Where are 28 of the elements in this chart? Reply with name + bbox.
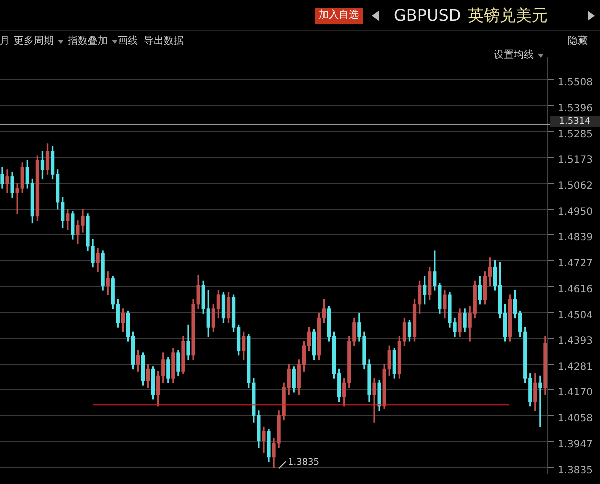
- y-tick-label: 1.4281: [558, 362, 593, 373]
- y-tick-label: 1.5396: [558, 104, 593, 115]
- y-tick-label: 1.4616: [558, 284, 593, 296]
- y-tick-label: 1.4058: [558, 414, 593, 425]
- y-tick-label: 1.5508: [558, 78, 593, 89]
- y-tick-label: 1.5062: [558, 180, 593, 192]
- text: 月: [0, 36, 10, 48]
- annotation: 设置均线: [494, 50, 534, 62]
- y-tick-label: 1.5285: [558, 129, 593, 140]
- y-tick-label: 1.5173: [558, 155, 593, 166]
- ref-line-label: 1.5314: [559, 116, 592, 127]
- text: 导出数据: [144, 36, 184, 48]
- text: 隐藏: [568, 36, 588, 48]
- text: 指数叠加: [68, 36, 108, 48]
- chart-title: GBPUSD: [394, 6, 462, 25]
- y-tick-label: 1.4393: [558, 336, 593, 348]
- text: 画线: [118, 36, 138, 48]
- y-tick-label: 1.4504: [558, 310, 593, 322]
- y-tick-label: 1.3947: [558, 439, 593, 450]
- annotation: 1.3835: [288, 458, 320, 468]
- chart-subtitle: 英镑兑美元: [468, 6, 548, 27]
- y-tick-label: 1.4727: [558, 258, 593, 270]
- y-tick-label: 1.4839: [558, 232, 593, 244]
- y-tick-label: 1.3835: [558, 465, 593, 476]
- text: 加入自选: [315, 8, 363, 24]
- text: 更多周期: [14, 36, 54, 48]
- y-tick-label: 1.4950: [558, 206, 593, 218]
- y-tick-label: 1.4170: [558, 388, 593, 399]
